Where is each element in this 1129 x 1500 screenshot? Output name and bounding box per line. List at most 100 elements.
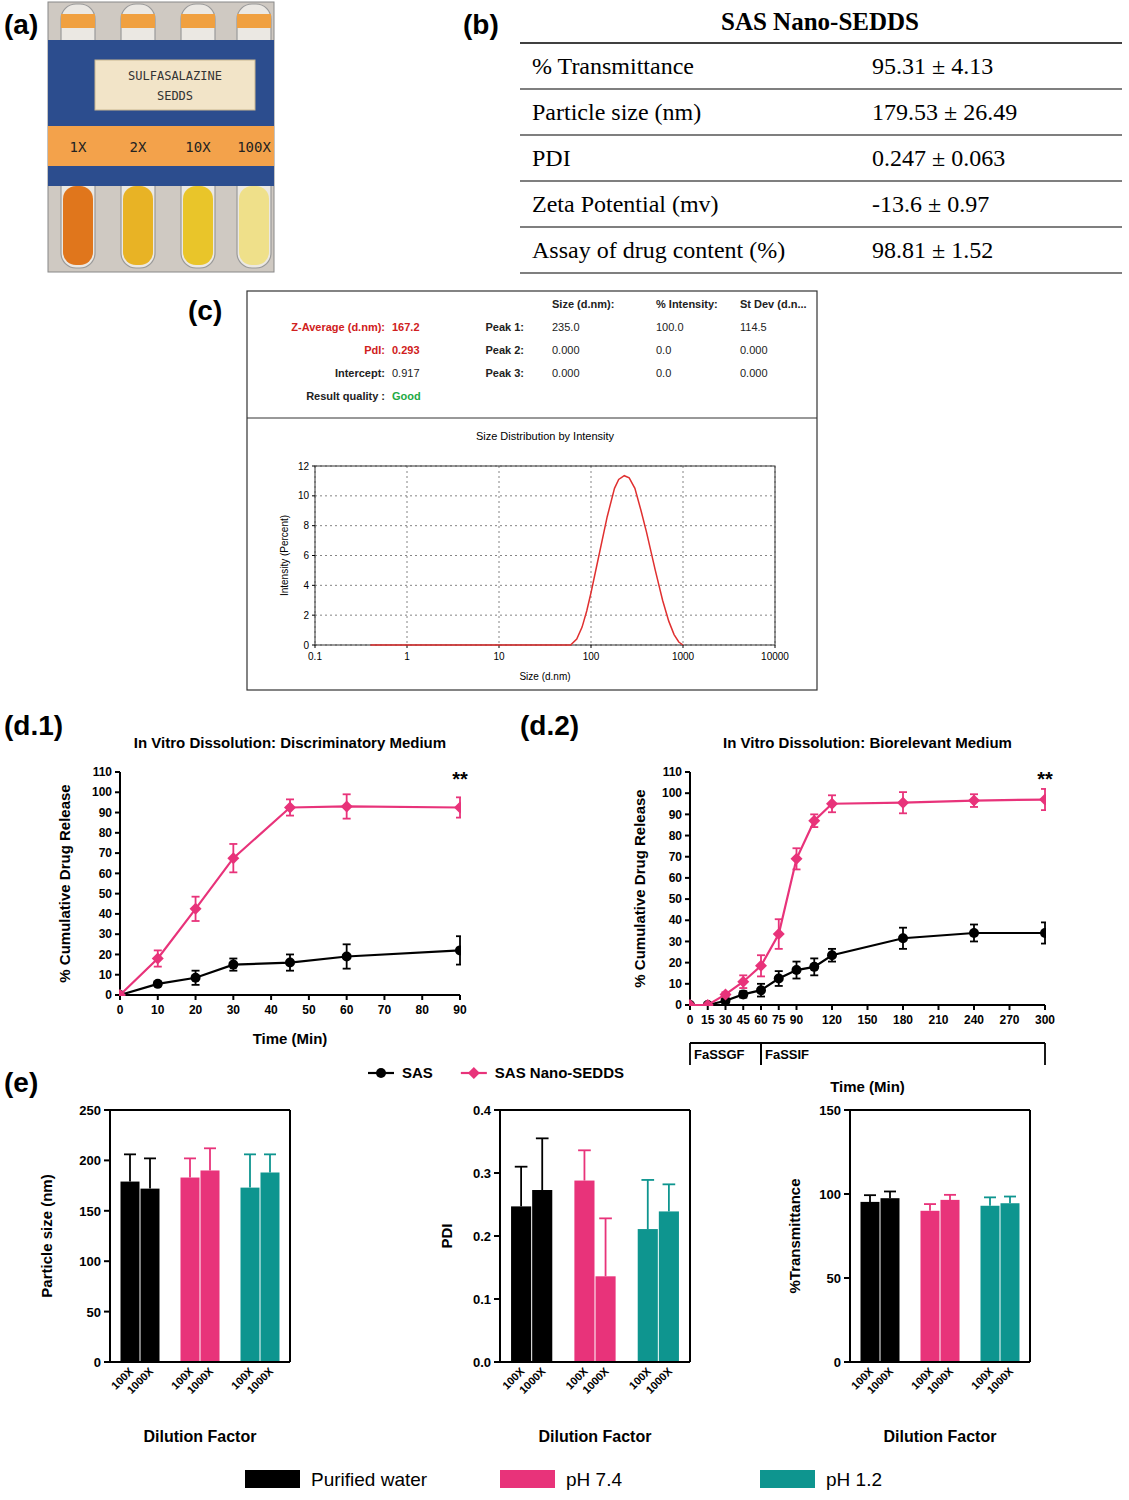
y-tick-label: 60 [669,871,683,885]
error-cap [192,896,200,898]
marker [792,965,802,975]
error-cap [757,976,765,978]
y-axis-title: PDI [438,1223,455,1248]
marker [228,960,238,970]
marker [285,958,295,968]
x-tick-label: 15 [701,1013,715,1027]
error-cap [456,935,461,937]
error-cap [641,1179,654,1181]
x-tick-label: 270 [999,1013,1019,1027]
x-tick [459,995,461,1000]
y-tick [312,645,315,646]
error-stem [209,1148,211,1170]
x-tick-label: 300 [1035,1013,1055,1027]
x-axis [110,1361,290,1363]
marker [342,951,352,961]
y-tick-label: 2 [303,610,309,621]
error-cap [124,1153,136,1155]
y-tick [115,913,120,915]
error-cap [456,817,461,819]
peak-value: 100.0 [656,321,684,333]
x-tick [308,995,310,1000]
phase-bracket [761,1043,1045,1065]
chart-title: In Vitro Dissolution: Discriminatory Med… [134,734,446,751]
error-cap [899,927,907,929]
error-stem [647,1180,649,1229]
x-tick-label: 80 [416,1003,430,1017]
chart: 100X1000X100X1000X100X1000X0501001502002… [38,1103,882,1490]
y-tick [494,1172,500,1174]
error-bar [536,1138,549,1190]
x-tick-label: 60 [754,1013,768,1027]
y-tick-label: 100 [662,786,682,800]
card-text: SEDDS [157,89,193,103]
error-cap [192,920,200,922]
marker [897,797,909,809]
error-cap [810,974,818,976]
error-stem [541,1138,543,1190]
cell: 98.81 ± 1.52 [872,237,993,263]
bar [861,1202,880,1362]
y-tick-label: 50 [669,892,683,906]
error-cap [775,985,783,987]
x-axis [120,994,460,996]
error-bar [599,1218,612,1276]
series-line [690,800,1045,1005]
y-tick-label: 4 [303,580,309,591]
chart-title: In Vitro Dissolution: Biorelevant Medium [723,734,1012,751]
rule [520,134,1122,135]
divider [247,418,817,419]
panel-letter: (a) [4,9,38,40]
error-cap [793,847,801,849]
marker [191,973,201,983]
error-bar [984,1197,996,1205]
y-tick [685,962,690,964]
y-axis-title: % Cumulative Drug Release [56,784,73,982]
grid-line [315,585,775,586]
rule [520,272,1122,273]
y-tick-label: 0 [94,1355,101,1370]
x-tick-label: 90 [453,1003,467,1017]
legend-item: SAS [368,1064,433,1081]
y-tick [115,872,120,874]
legend-item: pH 1.2 [760,1469,882,1490]
report-label: Result quality : [306,390,385,402]
marker [119,989,126,996]
x-tick-label: 1000 [672,651,695,662]
y-tick [312,555,315,556]
bracket-line [761,1042,1045,1044]
phase-bracket [690,1043,761,1065]
error-stem [249,1154,251,1187]
error-bar [192,971,200,985]
plot-marks [689,789,1046,1006]
marker [774,974,784,984]
y-tick [685,813,690,815]
x-tick-label: 10000 [761,651,789,662]
bar [638,1229,658,1362]
x-axis [500,1361,690,1363]
error-bar [641,1180,654,1229]
report-value: 167.2 [392,321,420,333]
error-bar [1041,922,1046,943]
error-cap [286,798,294,800]
y-tick [104,1311,110,1313]
error-bar [343,944,351,968]
report-label: PdI: [364,344,385,356]
error-stem [520,1167,522,1207]
right-frame [1029,1110,1031,1362]
error-cap [970,941,978,943]
y-tick [494,1298,500,1300]
x-axis-title: Dilution Factor [884,1428,997,1445]
y-tick [494,1361,500,1363]
right-frame [689,1110,691,1362]
y-tick [104,1260,110,1262]
annotation: ** [1037,768,1053,790]
x-tick-label: 120 [822,1013,842,1027]
error-cap [793,978,801,980]
marker [227,852,239,864]
peak-value: 0.000 [552,344,580,356]
chart: 100X1000X100X1000X100X1000X0.00.10.20.30… [438,1103,690,1445]
y-tick [844,1277,850,1279]
x-tick-label: 70 [378,1003,392,1017]
error-bar [264,1154,276,1172]
